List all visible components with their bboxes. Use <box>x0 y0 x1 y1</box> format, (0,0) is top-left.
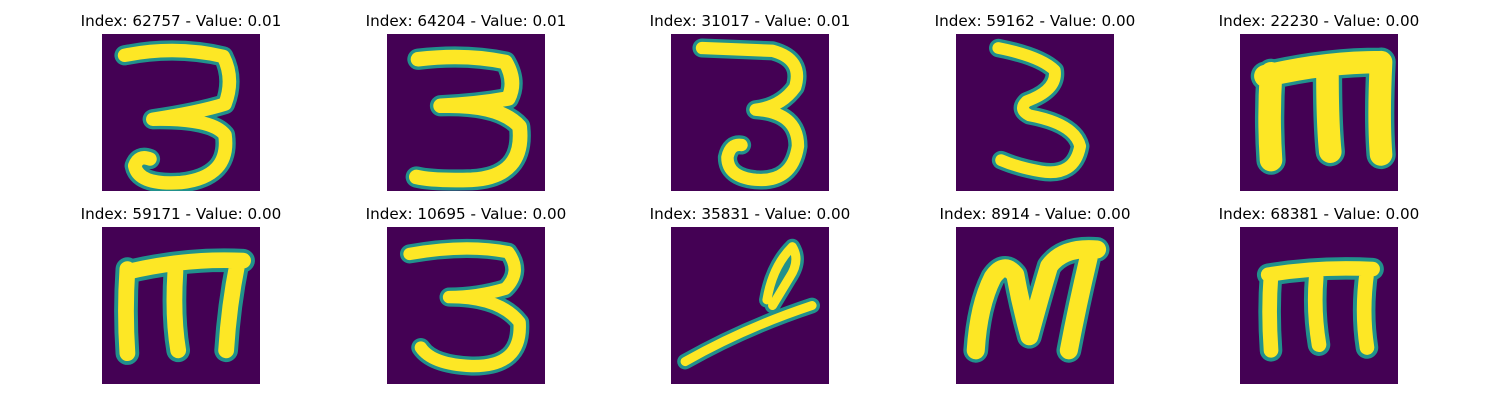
glyph-stroke-f-icon <box>671 227 829 384</box>
panel-title: Index: 31017 - Value: 0.01 <box>649 12 851 30</box>
glyph-three-c-icon <box>671 34 829 191</box>
digit-image-2 <box>387 34 545 191</box>
glyph-m-b-icon <box>102 227 260 384</box>
digit-image-5 <box>1240 34 1398 191</box>
image-panel-1: Index: 62757 - Value: 0.01 <box>61 12 301 192</box>
panel-title: Index: 8914 - Value: 0.00 <box>939 205 1131 223</box>
image-panel-9: Index: 8914 - Value: 0.00 <box>915 205 1155 385</box>
panel-title: Index: 62757 - Value: 0.01 <box>80 12 282 30</box>
panel-title: Index: 59171 - Value: 0.00 <box>80 205 282 223</box>
panel-title: Index: 35831 - Value: 0.00 <box>649 205 851 223</box>
image-panel-4: Index: 59162 - Value: 0.00 <box>915 12 1155 192</box>
image-panel-5: Index: 22230 - Value: 0.00 <box>1199 12 1439 192</box>
digit-image-9 <box>956 227 1114 384</box>
digit-image-1 <box>102 34 260 191</box>
glyph-m-d-icon <box>1240 227 1398 384</box>
image-panel-2: Index: 64204 - Value: 0.01 <box>346 12 586 192</box>
panel-title: Index: 59162 - Value: 0.00 <box>934 12 1136 30</box>
panel-title: Index: 64204 - Value: 0.01 <box>365 12 567 30</box>
glyph-three-d-icon <box>956 34 1114 191</box>
glyph-three-b-icon <box>387 34 545 191</box>
panel-title: Index: 22230 - Value: 0.00 <box>1218 12 1420 30</box>
glyph-m-c-icon <box>956 227 1114 384</box>
panel-title: Index: 68381 - Value: 0.00 <box>1218 205 1420 223</box>
digit-image-4 <box>956 34 1114 191</box>
image-panel-7: Index: 10695 - Value: 0.00 <box>346 205 586 385</box>
digit-image-7 <box>387 227 545 384</box>
image-panel-8: Index: 35831 - Value: 0.00 <box>630 205 870 385</box>
panel-title: Index: 10695 - Value: 0.00 <box>365 205 567 223</box>
image-panel-3: Index: 31017 - Value: 0.01 <box>630 12 870 192</box>
image-panel-10: Index: 68381 - Value: 0.00 <box>1199 205 1439 385</box>
digit-image-8 <box>671 227 829 384</box>
glyph-three-e-icon <box>387 227 545 384</box>
image-panel-6: Index: 59171 - Value: 0.00 <box>61 205 301 385</box>
glyph-m-a-icon <box>1240 34 1398 191</box>
digit-image-6 <box>102 227 260 384</box>
digit-image-3 <box>671 34 829 191</box>
glyph-three-a-icon <box>102 34 260 191</box>
digit-image-10 <box>1240 227 1398 384</box>
